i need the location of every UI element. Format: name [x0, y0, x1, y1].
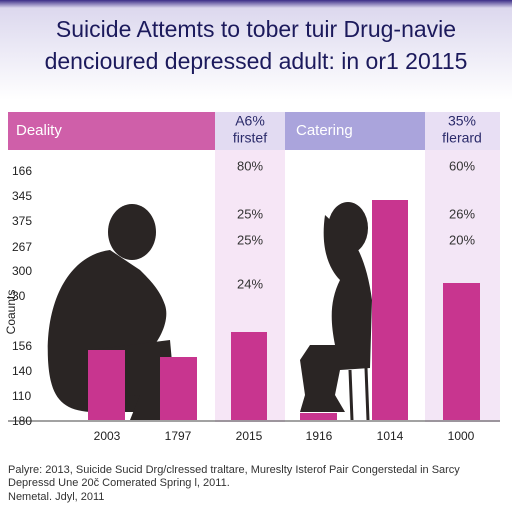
title-background	[0, 0, 512, 100]
band-label: firstef	[233, 130, 267, 146]
axis-title: Coaunts	[4, 290, 18, 335]
axis-label: 300	[12, 264, 32, 278]
band-label: flerard	[442, 130, 482, 146]
band-label: A6%	[235, 113, 265, 129]
axis-label: 375	[12, 214, 32, 228]
x-label: 1797	[165, 429, 192, 443]
band	[8, 112, 215, 150]
column-label: 24%	[237, 276, 263, 291]
column-label: 60%	[449, 158, 475, 173]
axis-label: 30	[12, 289, 26, 303]
band-label: Deality	[16, 122, 62, 139]
band-label: 35%	[448, 113, 476, 129]
x-label: 1000	[448, 429, 475, 443]
title-line: dencioured depressed adult: in or1 20115	[45, 48, 468, 74]
band	[425, 112, 500, 150]
x-label: 1014	[377, 429, 404, 443]
column-label: 26%	[449, 206, 475, 221]
band	[215, 112, 285, 150]
bar	[88, 200, 480, 420]
column-label: 20%	[449, 232, 475, 247]
band	[285, 112, 425, 150]
column-label: 25%	[237, 232, 263, 247]
footer-line: Depressd Une 20č Comerated Spring l, 201…	[8, 477, 230, 489]
band-label: Catering	[296, 122, 353, 139]
column-label: 80%	[237, 158, 263, 173]
column-label: 25%	[237, 206, 263, 221]
footer-line: Nemetal. Jdyl, 2011	[8, 491, 104, 503]
silhouette	[300, 202, 372, 421]
x-label: 2003	[94, 429, 121, 443]
axis-label: 180	[12, 414, 32, 428]
axis-label: 156	[12, 339, 32, 353]
x-label: 1916	[306, 429, 333, 443]
footer-line: Palyre: 2013, Suicide Sucid Drg/clressed…	[8, 464, 460, 476]
axis-label: 140	[12, 364, 32, 378]
x-label: 2015	[236, 429, 263, 443]
axis-label: 110	[12, 389, 31, 403]
axis-label: 267	[12, 240, 32, 254]
axis-label: 345	[12, 189, 32, 203]
title-line: Suicide Attemts to tober tuir Drug-navie	[56, 16, 456, 42]
axis-label: 166	[12, 164, 32, 178]
